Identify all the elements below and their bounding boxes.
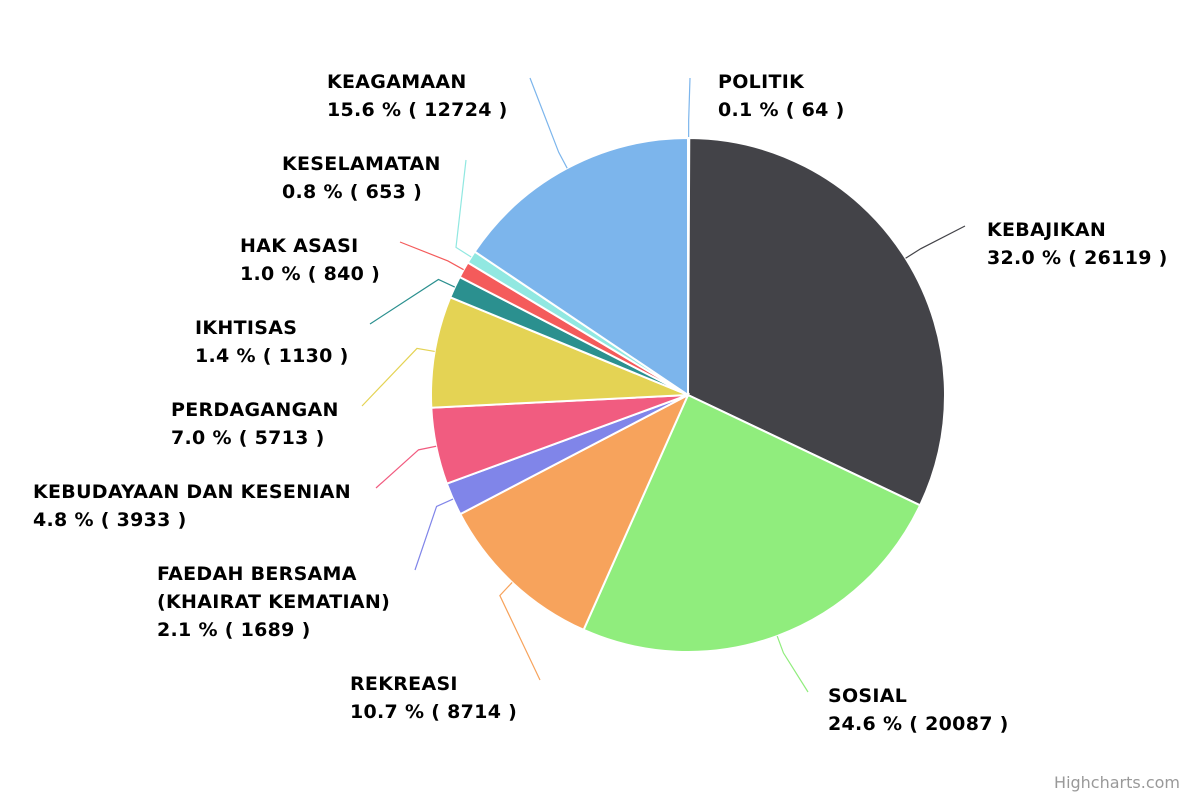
connector xyxy=(375,445,437,489)
pie-slice xyxy=(686,136,946,507)
data-label: IKHTISAS 1.4 % ( 1130 ) xyxy=(195,314,349,370)
data-label: HAK ASASI 1.0 % ( 840 ) xyxy=(240,232,380,288)
pie-slice xyxy=(430,295,689,409)
connector xyxy=(361,347,435,407)
value-label: 24.6 % ( 20087 ) xyxy=(828,713,1009,735)
pie-slice xyxy=(458,392,691,632)
data-label: SOSIAL 24.6 % ( 20087 ) xyxy=(828,682,1009,738)
connector xyxy=(905,225,966,259)
connector xyxy=(776,635,809,693)
category-name: KEAGAMAAN xyxy=(327,71,467,93)
connector xyxy=(369,278,456,325)
category-name: KEBUDAYAAN DAN KESENIAN xyxy=(33,481,351,503)
value-label: 10.7 % ( 8714 ) xyxy=(350,701,518,723)
data-label: FAEDAH BERSAMA (KHAIRAT KEMATIAN) 2.1 % (… xyxy=(157,560,417,644)
value-label: 4.8 % ( 3933 ) xyxy=(33,509,187,531)
data-label: KEBAJIKAN 32.0 % ( 26119 ) xyxy=(987,216,1168,272)
category-name: IKHTISAS xyxy=(195,317,298,339)
category-name: REKREASI xyxy=(350,673,458,695)
value-label: 1.4 % ( 1130 ) xyxy=(195,345,349,367)
value-label: 0.1 % ( 64 ) xyxy=(718,99,845,121)
credits[interactable]: Highcharts.com xyxy=(1054,773,1180,792)
data-label: PERDAGANGAN 7.0 % ( 5713 ) xyxy=(171,396,339,452)
data-label: REKREASI 10.7 % ( 8714 ) xyxy=(350,670,517,726)
data-label: POLITIK 0.1 % ( 64 ) xyxy=(718,68,845,124)
value-label: 7.0 % ( 5713 ) xyxy=(171,427,325,449)
category-name: POLITIK xyxy=(718,71,805,93)
pie-slice xyxy=(473,136,689,397)
category-name: KESELAMATAN xyxy=(282,153,441,175)
data-label: KEAGAMAAN 15.6 % ( 12724 ) xyxy=(327,68,508,124)
value-label: 2.1 % ( 1689 ) xyxy=(157,619,311,641)
connector xyxy=(455,159,472,258)
data-label: KEBUDAYAAN DAN KESENIAN 4.8 % ( 3933 ) xyxy=(33,478,351,534)
data-label: KESELAMATAN 0.8 % ( 653 ) xyxy=(282,150,441,206)
category-name: PERDAGANGAN xyxy=(171,399,339,421)
value-label: 32.0 % ( 26119 ) xyxy=(987,247,1168,269)
connector xyxy=(688,77,691,139)
connector xyxy=(529,77,568,169)
connector xyxy=(414,498,454,571)
category-name: KEBAJIKAN xyxy=(987,219,1107,241)
value-label: 0.8 % ( 653 ) xyxy=(282,181,423,203)
category-name: SOSIAL xyxy=(828,685,908,707)
connector xyxy=(499,582,541,681)
value-label: 1.0 % ( 840 ) xyxy=(240,263,381,285)
category-name: HAK ASASI xyxy=(240,235,359,257)
category-name: FAEDAH BERSAMA (KHAIRAT KEMATIAN) xyxy=(157,563,391,613)
value-label: 15.6 % ( 12724 ) xyxy=(327,99,508,121)
connector xyxy=(399,241,464,271)
